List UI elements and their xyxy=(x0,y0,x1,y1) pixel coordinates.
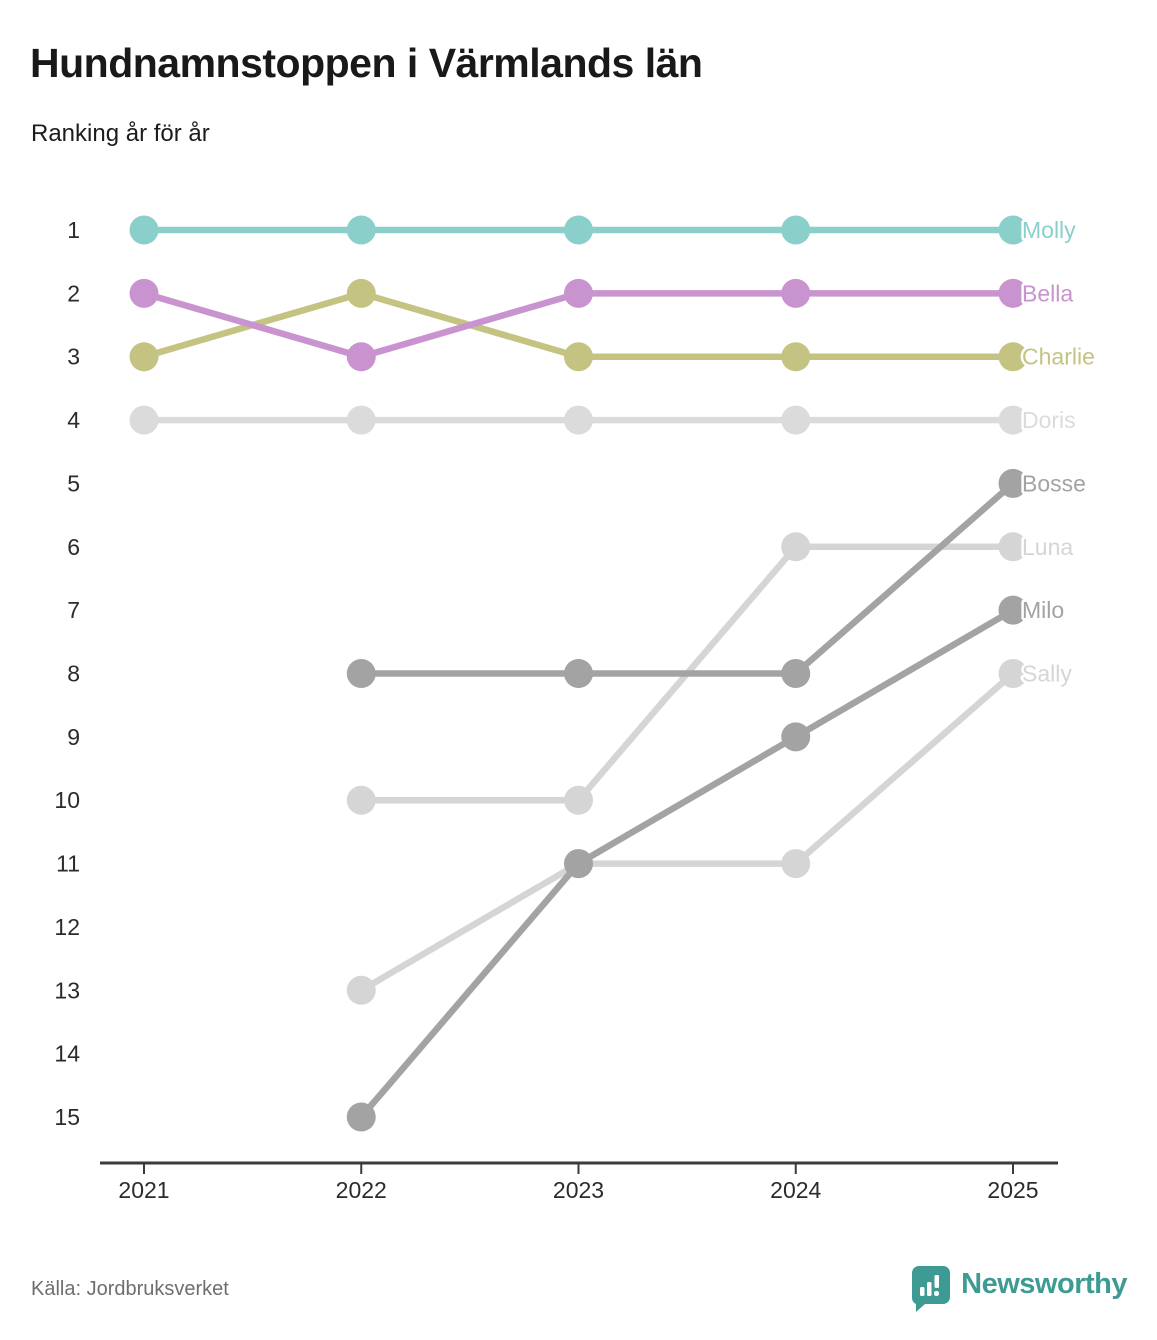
y-tick-label-3: 3 xyxy=(67,344,80,370)
series-point-bosse xyxy=(781,659,811,688)
series-point-bella xyxy=(346,342,376,372)
series-point-bosse xyxy=(998,468,1028,498)
series-point-bosse xyxy=(346,659,376,688)
series-line-bosse xyxy=(361,480,1016,677)
y-tick-label-10: 10 xyxy=(54,787,80,813)
series-point-sally xyxy=(346,975,376,1005)
x-tick-label-2021: 2021 xyxy=(118,1177,169,1203)
series-point-molly xyxy=(998,215,1028,245)
series-label-bella: Bella xyxy=(1022,280,1073,306)
y-tick-label-11: 11 xyxy=(56,851,80,877)
series-label-charlie: Charlie xyxy=(1022,344,1095,370)
series-point-milo xyxy=(781,722,811,752)
x-tick-label-2025: 2025 xyxy=(987,1177,1038,1203)
series-point-charlie xyxy=(998,342,1028,372)
series-point-sally xyxy=(998,659,1028,688)
series-point-charlie xyxy=(129,342,159,372)
series-point-bella xyxy=(781,278,811,308)
series-point-charlie xyxy=(346,278,376,308)
series-point-milo xyxy=(998,595,1028,625)
series-point-luna xyxy=(781,532,811,562)
y-tick-label-8: 8 xyxy=(67,661,80,687)
series-point-milo xyxy=(346,1102,376,1132)
y-tick-label-4: 4 xyxy=(67,407,80,433)
series-point-bella xyxy=(129,278,159,308)
newsworthy-wordmark: Newsworthy xyxy=(961,1268,1127,1300)
series-point-bella xyxy=(998,278,1028,308)
series-label-doris: Doris xyxy=(1022,407,1076,433)
series-label-bosse: Bosse xyxy=(1022,470,1086,496)
y-tick-label-5: 5 xyxy=(67,470,80,496)
y-tick-label-6: 6 xyxy=(67,534,80,560)
series-point-doris xyxy=(998,405,1028,435)
y-tick-label-2: 2 xyxy=(67,280,80,306)
series-point-charlie xyxy=(781,342,811,372)
x-tick-label-2022: 2022 xyxy=(336,1177,387,1203)
series-line-milo xyxy=(358,607,1015,1120)
y-tick-label-7: 7 xyxy=(67,597,80,623)
newsworthy-logo-icon xyxy=(912,1266,951,1312)
series-point-sally xyxy=(781,849,811,879)
series-point-bella xyxy=(564,278,593,308)
series-point-molly xyxy=(781,215,811,245)
y-tick-label-1: 1 xyxy=(67,217,80,243)
series-label-molly: Molly xyxy=(1022,217,1076,243)
series-label-milo: Milo xyxy=(1022,597,1064,623)
series-point-doris xyxy=(564,405,593,435)
y-tick-label-9: 9 xyxy=(67,724,80,750)
page-title: Hundnamnstoppen i Värmlands län xyxy=(30,40,703,86)
series-point-doris xyxy=(129,405,159,435)
series-point-molly xyxy=(564,215,593,245)
y-tick-label-13: 13 xyxy=(54,977,80,1003)
series-point-molly xyxy=(129,215,159,245)
series-point-doris xyxy=(346,405,376,435)
series-point-molly xyxy=(346,215,376,245)
newsworthy-brand: Newsworthy xyxy=(910,1264,1127,1314)
series-point-milo xyxy=(564,849,593,879)
x-tick-label-2023: 2023 xyxy=(553,1177,604,1203)
series-point-luna xyxy=(998,532,1028,562)
series-point-bosse xyxy=(564,659,593,688)
y-tick-label-12: 12 xyxy=(54,914,80,940)
series-point-doris xyxy=(781,405,811,435)
series-point-luna xyxy=(564,785,593,815)
y-tick-label-15: 15 xyxy=(54,1104,80,1130)
series-point-luna xyxy=(346,785,376,815)
x-tick-label-2024: 2024 xyxy=(770,1177,821,1203)
source-note: Källa: Jordbruksverket xyxy=(31,1278,229,1300)
series-label-luna: Luna xyxy=(1022,534,1073,560)
chart-subtitle: Ranking år för år xyxy=(31,120,210,147)
y-tick-label-14: 14 xyxy=(54,1041,80,1067)
series-line-sally xyxy=(359,671,1016,994)
series-point-charlie xyxy=(564,342,593,372)
series-label-sally: Sally xyxy=(1022,661,1072,687)
